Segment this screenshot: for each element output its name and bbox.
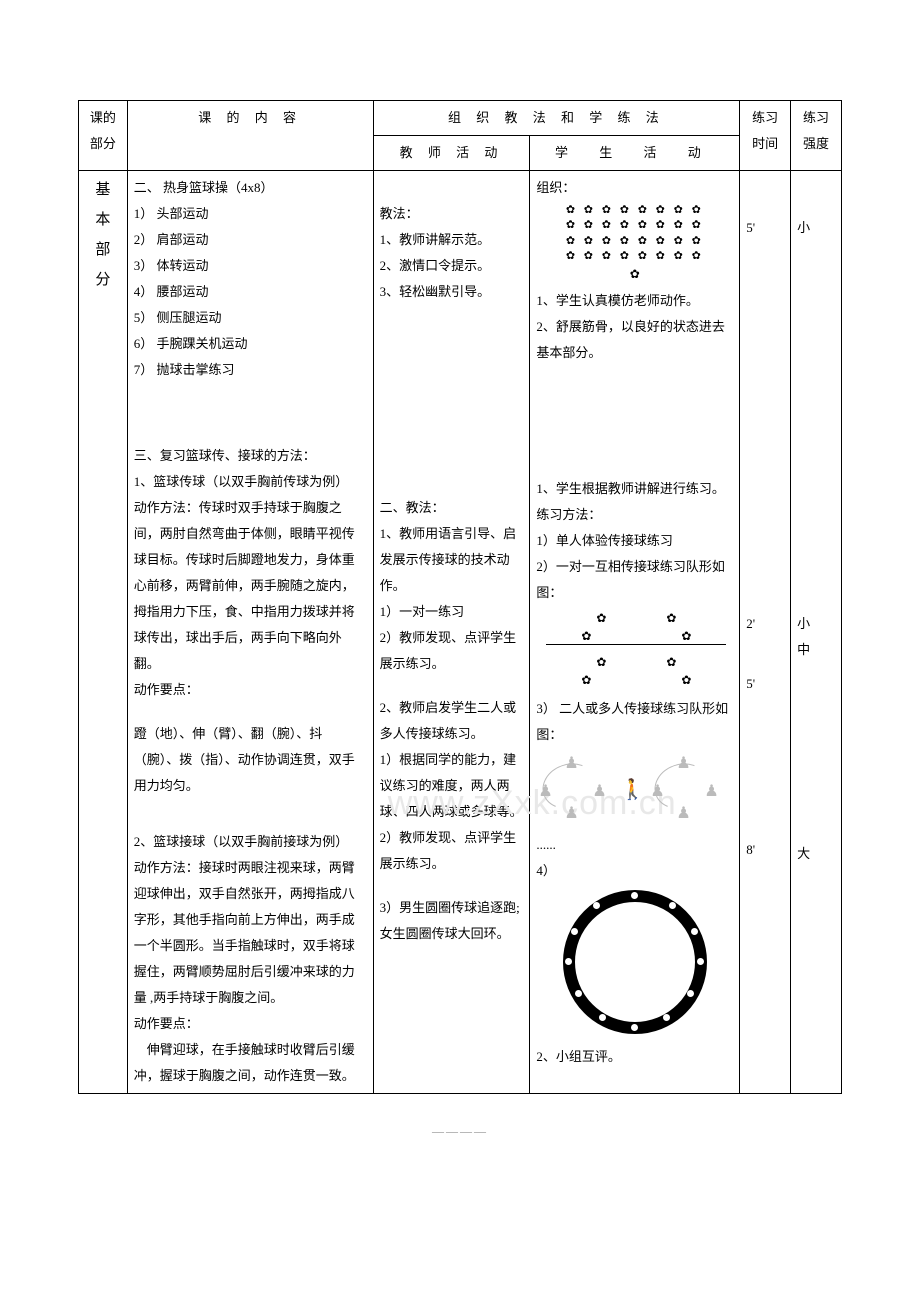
section2-title: 二、 热身篮球操（4x8） xyxy=(134,175,367,201)
teacher3-item: 3）男生圆圈传球追逐跑; 女生圆圈传球大回环。 xyxy=(380,895,524,947)
student2-title: 组织： xyxy=(536,175,733,201)
section2-item: 1） 头部运动 xyxy=(134,201,367,227)
section2-item: 4） 腰部运动 xyxy=(134,279,367,305)
teacher2-item: 3、轻松幽默引导。 xyxy=(380,279,524,305)
student3-b1-title: 1、学生根据教师讲解进行练习。 xyxy=(536,476,733,502)
teacher3-item: 1、教师用语言引导、启发展示传接球的技术动作。 xyxy=(380,521,524,599)
teacher3-item: 2、教师启发学生二人或多人传接球练习。 xyxy=(380,695,524,747)
footer-decoration: ———— xyxy=(78,1124,842,1139)
time-value: 5' xyxy=(746,215,784,241)
time-value: 5' xyxy=(746,671,784,697)
student3-b1-item: 1）单人体验传接球练习 xyxy=(536,528,733,554)
header-intensity: 练习强度 xyxy=(791,101,842,171)
header-student: 学 生 活 动 xyxy=(530,136,740,171)
pass-key: 蹬（地）、伸（臂）、翻（腕）、抖（腕）、拨（指）、动作协调连贯，双手用力均匀。 xyxy=(134,721,367,799)
teacher3-item: 1）一对一练习 xyxy=(380,599,524,625)
teacher3-title: 二、教法： xyxy=(380,495,524,521)
section2-item: 7） 抛球击掌练习 xyxy=(134,357,367,383)
teacher-cell: 教法： 1、教师讲解示范。 2、激情口令提示。 3、轻松幽默引导。 二、教法： … xyxy=(373,171,530,1094)
intensity-value: 大 xyxy=(797,841,835,867)
catch-method: 动作方法：接球时两眼注视来球，两臂迎球伸出，双手自然张开，两拇指成八字形，其他手… xyxy=(134,855,367,1011)
intensity-value: 小 xyxy=(797,611,835,637)
pass-method: 动作方法：传球时双手持球于胸腹之间，两肘自然弯曲于体侧，眼睛平视传球目标。传球时… xyxy=(134,495,367,677)
teacher2-title: 教法： xyxy=(380,201,524,227)
intensity-cell: 小 小 中 大 xyxy=(791,171,842,1094)
teacher3-item: 1）根据同学的能力，建议练习的难度，两人两球、四人两球或多球等。 xyxy=(380,747,524,825)
time-value: 8' xyxy=(746,837,784,863)
pair-formation-diagram: ✿ ✿ ✿ ✿ ✿ ✿ ✿ ✿ xyxy=(536,606,733,696)
lesson-plan-table: 课的部分 课 的 内 容 组 织 教 法 和 学 练 法 练习时间 练习强度 教… xyxy=(78,100,842,1094)
student3-b2-title: 3） 二人或多人传接球练习队形如图： xyxy=(536,696,733,748)
student-cell: 组织： ✿ ✿ ✿ ✿ ✿ ✿ ✿ ✿ ✿ ✿ ✿ ✿ ✿ ✿ ✿ ✿ ✿ ✿ … xyxy=(530,171,740,1094)
intensity-value: 小 xyxy=(797,215,835,241)
catch-key-label: 动作要点： xyxy=(134,1011,367,1037)
teacher2-item: 2、激情口令提示。 xyxy=(380,253,524,279)
student2-item: 1、学生认真模仿老师动作。 xyxy=(536,288,733,314)
section2-item: 5） 侧压腿运动 xyxy=(134,305,367,331)
student3-b1-item: 2）一对一互相传接球练习队形如图： xyxy=(536,554,733,606)
formation-diagram: ✿ ✿ ✿ ✿ ✿ ✿ ✿ ✿ ✿ ✿ ✿ ✿ ✿ ✿ ✿ ✿ ✿ ✿ ✿ ✿ … xyxy=(536,203,733,284)
header-time: 练习时间 xyxy=(740,101,791,171)
section3-title: 三、复习篮球传、接球的方法： xyxy=(134,443,367,469)
section2-item: 2） 肩部运动 xyxy=(134,227,367,253)
header-content: 课 的 内 容 xyxy=(127,101,373,171)
pass-title: 1、篮球传球（以双手胸前传球为例） xyxy=(134,469,367,495)
part-label: 基 本 部 分 xyxy=(79,171,128,1094)
teacher3-item: 2）教师发现、点评学生展示练习。 xyxy=(380,625,524,677)
time-value: 2' xyxy=(746,611,784,637)
group-formation-diagram: ♟ ♟ ♟ ♟ 🚶 ♟ ♟ ♟ ♟ xyxy=(536,752,726,822)
section2-item: 6） 手腕踝关机运动 xyxy=(134,331,367,357)
teacher3-item: 2）教师发现、点评学生展示练习。 xyxy=(380,825,524,877)
teacher2-item: 1、教师讲解示范。 xyxy=(380,227,524,253)
student3-eval: 2、小组互评。 xyxy=(536,1044,733,1070)
catch-title: 2、篮球接球（以双手胸前接球为例） xyxy=(134,829,367,855)
catch-key: 伸臂迎球，在手接触球时收臂后引缓冲，握球于胸腹之间，动作连贯一致。 xyxy=(134,1037,367,1089)
time-cell: 5' 2' 5' 8' xyxy=(740,171,791,1094)
section2-item: 3） 体转运动 xyxy=(134,253,367,279)
header-part: 课的部分 xyxy=(79,101,128,171)
content-cell: 二、 热身篮球操（4x8） 1） 头部运动 2） 肩部运动 3） 体转运动 4）… xyxy=(127,171,373,1094)
student3-b1-sub: 练习方法： xyxy=(536,502,733,528)
circle-diagram xyxy=(563,890,707,1034)
pass-key-label: 动作要点： xyxy=(134,677,367,703)
student2-item: 2、舒展筋骨，以良好的状态进去基本部分。 xyxy=(536,314,733,366)
intensity-value: 中 xyxy=(797,637,835,663)
student3-4: 4） xyxy=(536,858,733,884)
header-org: 组 织 教 法 和 学 练 法 xyxy=(373,101,740,136)
student3-dots: ...... xyxy=(536,832,733,858)
header-teacher: 教 师 活 动 xyxy=(373,136,530,171)
